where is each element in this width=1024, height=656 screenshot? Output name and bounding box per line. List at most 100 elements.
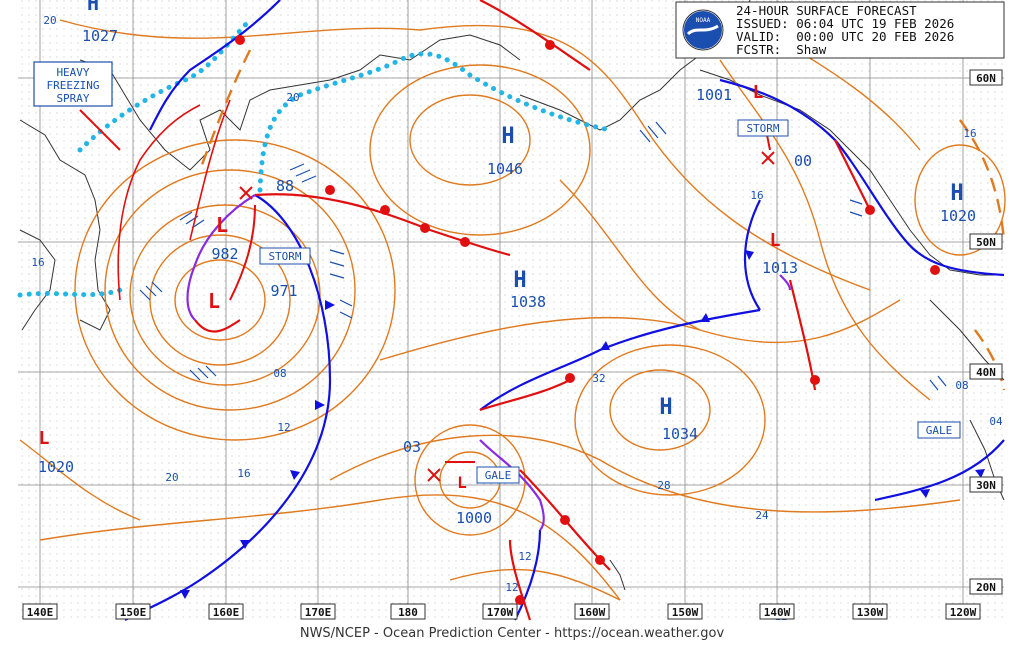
longitude-label-box — [852, 603, 888, 620]
latitude-label-box — [969, 233, 1003, 250]
ice-edge — [17, 17, 613, 298]
pressure-value: 1034 — [662, 425, 698, 443]
header-line-2: ISSUED: 06:04 UTC 19 FEB 2026 — [736, 16, 954, 31]
annotation-line-3: SPRAY — [56, 92, 89, 105]
longitude-label-box — [22, 603, 58, 620]
pressure-value: 1046 — [487, 160, 523, 178]
latitude-label: 40N — [976, 366, 996, 379]
cold-front-pips — [180, 250, 985, 599]
low-symbol: L — [770, 230, 781, 251]
high-symbol: H — [501, 124, 514, 149]
isobar-label: 20 — [286, 91, 299, 104]
high-pressure-centers: H H H H H — [87, 0, 964, 420]
freezing-spray-area — [117, 99, 231, 301]
central-pressures: 1027 1046 1038 1034 1020 982 971 1000 10… — [38, 27, 976, 527]
isobar-label: 16 — [963, 127, 976, 140]
latitude-labels: 60N 50N 40N 30N 20N — [969, 69, 1003, 595]
pressure-value: 88 — [276, 177, 294, 195]
low-symbol: L — [216, 213, 228, 237]
isobar-label: 16 — [31, 256, 44, 269]
latitude-label-box — [969, 578, 1003, 595]
header-panel: NOAA 24-HOUR SURFACE FORECAST ISSUED: 06… — [675, 1, 1005, 59]
occluded-fronts — [186, 194, 792, 531]
high-symbol: H — [950, 181, 963, 206]
pressure-value: 1020 — [940, 207, 976, 225]
latitude-label: 30N — [976, 479, 996, 492]
low-symbol: L — [753, 82, 764, 103]
low-pressure-centers: L L L L L L — [39, 82, 781, 492]
noaa-logo-text: NOAA — [696, 17, 711, 24]
latitude-label: 50N — [976, 236, 996, 249]
pressure-value: 03 — [403, 438, 421, 456]
isobar-label: 24 — [755, 509, 769, 522]
longitude-label: 120W — [950, 606, 977, 619]
latitude-label: 60N — [976, 72, 996, 85]
isobars — [19, 19, 1006, 601]
isobar-label: 08 — [955, 379, 968, 392]
longitude-label-box — [945, 603, 981, 620]
wind-barbs — [139, 121, 947, 391]
low-symbol: L — [208, 289, 220, 313]
isobar-label: 32 — [592, 372, 605, 385]
low-symbol: L — [457, 473, 467, 492]
longitude-label: 180 — [398, 606, 418, 619]
high-symbol: H — [659, 395, 672, 420]
longitude-label-box — [667, 603, 703, 620]
annotation-line-2: FREEZING — [47, 79, 100, 92]
storm-warning-label: STORM — [268, 250, 301, 263]
longitude-label: 150E — [120, 606, 147, 619]
header-line-1: 24-HOUR SURFACE FORECAST — [736, 3, 917, 18]
latitude-label-box — [969, 476, 1003, 493]
footer-credit: NWS/NCEP - Ocean Prediction Center - htt… — [299, 626, 725, 641]
low-markers — [239, 151, 775, 482]
longitude-label: 130W — [857, 606, 884, 619]
pressure-value: 1038 — [510, 293, 546, 311]
longitude-label-box — [115, 603, 151, 620]
longitude-label: 140E — [27, 606, 54, 619]
low-symbol: L — [39, 428, 50, 449]
header-line-4: FCSTR: Shaw — [736, 42, 827, 57]
longitude-label-box — [759, 603, 795, 620]
isobar-label: 12 — [277, 421, 290, 434]
pressure-value: 982 — [211, 245, 238, 263]
pressure-value: 1013 — [762, 259, 798, 277]
pressure-value: 971 — [270, 282, 297, 300]
longitude-label-box — [574, 603, 610, 620]
latitude-label-box — [969, 69, 1003, 86]
dashed-boundaries — [198, 49, 1006, 391]
gale-warning-label: GALE — [485, 469, 512, 482]
longitude-label: 140W — [764, 606, 791, 619]
warm-front-pips — [235, 35, 940, 605]
latitude-label-box — [969, 363, 1003, 380]
gale-warning-label: GALE — [926, 424, 953, 437]
pressure-value: 1020 — [38, 458, 74, 476]
longitude-label-box — [300, 603, 336, 620]
annotation-line-1: HEAVY — [56, 66, 89, 79]
isobar-label: 12 — [505, 581, 518, 594]
longitude-label: 170E — [305, 606, 332, 619]
dot-grid — [18, 0, 1004, 622]
isobar-label: 08 — [273, 367, 286, 380]
longitude-label: 150W — [672, 606, 699, 619]
freezing-spray-annotation: HEAVY FREEZING SPRAY — [33, 61, 113, 107]
isobar-label: 16 — [237, 467, 250, 480]
isobar-label: 28 — [657, 479, 670, 492]
longitude-label: 160W — [579, 606, 606, 619]
pressure-value: 1027 — [82, 27, 118, 45]
header-line-3: VALID: 00:00 UTC 20 FEB 2026 — [736, 29, 954, 44]
longitude-label: 160E — [213, 606, 240, 619]
longitude-label-box — [482, 603, 518, 620]
longitude-labels: 140E 150E 160E 170E 180 170W 160W 150W 140W 130W 1… — [22, 603, 981, 620]
isobar-label: 12 — [518, 550, 531, 563]
longitude-label-box — [390, 603, 426, 620]
longitude-label: 170W — [487, 606, 514, 619]
isobar-label: 16 — [750, 189, 763, 202]
high-symbol: H — [87, 0, 99, 15]
isobar-label: 04 — [989, 415, 1003, 428]
pressure-value: 1001 — [696, 86, 732, 104]
isobar-label: 20 — [43, 14, 56, 27]
latitude-label: 20N — [976, 581, 996, 594]
pressure-value: 1000 — [456, 509, 492, 527]
